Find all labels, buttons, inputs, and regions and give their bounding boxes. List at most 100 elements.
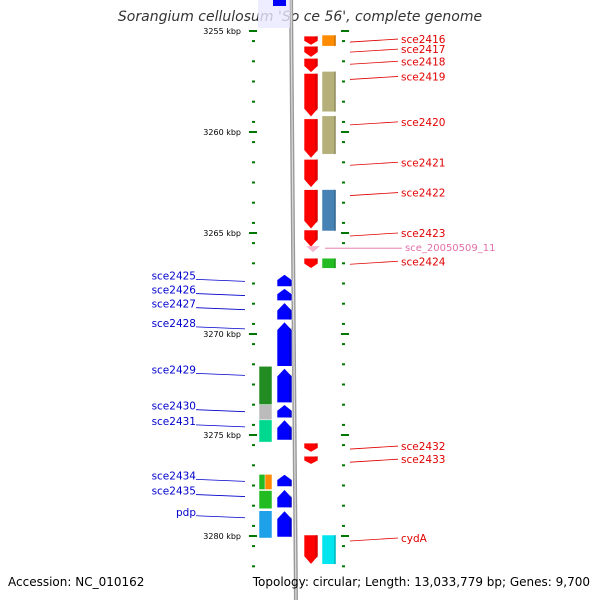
- forward-gene-label: sce2416: [401, 34, 446, 46]
- minor-tick-right: [342, 60, 345, 63]
- forward-gene-shade: [315, 456, 318, 459]
- reverse-gene-arrow: [276, 367, 293, 403]
- minor-tick-right: [342, 484, 345, 487]
- minor-tick-left: [252, 545, 255, 548]
- minor-tick-right: [342, 302, 345, 305]
- forward-gene-shade: [315, 443, 318, 447]
- forward-domain-shade: [334, 115, 336, 155]
- reverse-domain: [264, 474, 273, 490]
- scale-label: 3255 kbp: [203, 27, 241, 36]
- minor-tick-right: [342, 242, 345, 245]
- forward-domain: [321, 115, 337, 155]
- forward-gene-label: cydA: [401, 533, 428, 545]
- forward-label-leader: [349, 121, 399, 126]
- minor-tick-left: [252, 464, 255, 467]
- minor-tick-right: [342, 444, 345, 447]
- minor-tick-right: [342, 383, 345, 386]
- major-tick-right: [341, 131, 349, 133]
- forward-gene-shade: [315, 36, 318, 40]
- major-tick-right: [341, 30, 349, 32]
- minor-tick-right: [342, 464, 345, 467]
- minor-tick-right: [342, 403, 345, 406]
- tick-marks: 3255 kbp 3260 kbp 3265 kbp 3270 kbp 3275 kbp…: [203, 27, 349, 568]
- reverse-gene-arrow: [276, 302, 293, 321]
- minor-tick-left: [252, 161, 255, 164]
- reverse-gene-shade: [289, 516, 292, 538]
- forward-gene-shade: [315, 118, 318, 153]
- major-tick-left: [249, 232, 257, 234]
- major-tick-right: [341, 333, 349, 335]
- forward-gene-arrow: [303, 73, 319, 118]
- forward-domain-shade: [334, 35, 336, 47]
- pseudo-feature-label: sce_20050509_11: [405, 243, 495, 254]
- minor-tick-left: [252, 242, 255, 245]
- minor-tick-right: [342, 524, 345, 527]
- minor-tick-left: [252, 343, 255, 346]
- minor-tick-right: [342, 181, 345, 184]
- forward-label-leader: [349, 38, 399, 43]
- genome-summary-text: Topology: circular; Length: 13,033,779 b…: [252, 575, 590, 589]
- reverse-domain: [258, 510, 273, 539]
- reverse-gene-label: sce2430: [152, 401, 196, 413]
- forward-gene-arrow: [303, 189, 319, 230]
- genome-backbone: [258, 0, 298, 600]
- forward-gene-arrow: [303, 455, 319, 465]
- forward-label-leader: [349, 458, 399, 463]
- reverse-label-leader: [195, 307, 246, 311]
- reverse-gene-shade: [289, 294, 292, 301]
- major-tick-left: [249, 30, 257, 32]
- minor-tick-right: [342, 343, 345, 346]
- forward-label-leader: [349, 445, 399, 450]
- minor-tick-left: [252, 100, 255, 103]
- reverse-domain: [258, 419, 273, 443]
- forward-gene-label: sce2433: [401, 454, 445, 466]
- minor-tick-left: [252, 565, 255, 568]
- reverse-gene-arrow: [276, 404, 293, 419]
- forward-domain-shade: [334, 258, 336, 269]
- minor-tick-left: [252, 363, 255, 366]
- reverse-gene-shade: [289, 425, 292, 441]
- minor-tick-left: [252, 40, 255, 43]
- reverse-label-leader: [195, 409, 246, 413]
- minor-tick-left: [252, 322, 255, 325]
- major-tick-right: [341, 434, 349, 436]
- forward-domain: [321, 189, 337, 232]
- forward-gene-label: sce2419: [401, 71, 445, 83]
- minor-tick-left: [252, 221, 255, 224]
- forward-domain-shade: [334, 534, 336, 565]
- minor-tick-right: [342, 262, 345, 265]
- scale-label: 3265 kbp: [203, 229, 241, 238]
- reverse-gene-arrow: [276, 419, 293, 441]
- reverse-gene-arrow: [276, 274, 293, 287]
- major-tick-left: [249, 434, 257, 436]
- forward-gene-shade: [315, 46, 318, 52]
- minor-tick-right: [342, 80, 345, 83]
- forward-gene-label: sce2420: [401, 117, 445, 129]
- forward-gene-shade: [315, 73, 318, 111]
- minor-tick-right: [342, 545, 345, 548]
- major-tick-left: [249, 333, 257, 335]
- reverse-gene-arrow: [276, 510, 293, 538]
- minor-tick-right: [342, 282, 345, 285]
- minor-tick-left: [252, 383, 255, 386]
- pseudo-feature-mark: [306, 246, 320, 253]
- reverse-gene-shade: [289, 480, 292, 487]
- forward-gene-shade: [315, 258, 318, 263]
- minor-tick-left: [252, 524, 255, 527]
- minor-tick-left: [252, 120, 255, 123]
- forward-gene-shade: [315, 159, 318, 182]
- forward-gene-label: sce2422: [401, 188, 445, 200]
- scale-label: 3280 kbp: [203, 532, 241, 541]
- forward-label-leader: [349, 60, 399, 65]
- reverse-gene-arrow: [276, 321, 293, 367]
- forward-gene-arrow: [303, 257, 319, 269]
- forward-gene-arrow: [303, 35, 319, 46]
- forward-domain: [321, 534, 337, 565]
- reverse-gene-label: sce2435: [152, 486, 196, 498]
- forward-label-leader: [349, 192, 399, 196]
- reverse-gene-label: sce2426: [152, 285, 197, 297]
- reverse-gene-arrow: [276, 489, 293, 509]
- forward-gene-arrow: [303, 534, 319, 565]
- minor-tick-right: [342, 161, 345, 164]
- forward-gene-label: sce2423: [401, 228, 445, 240]
